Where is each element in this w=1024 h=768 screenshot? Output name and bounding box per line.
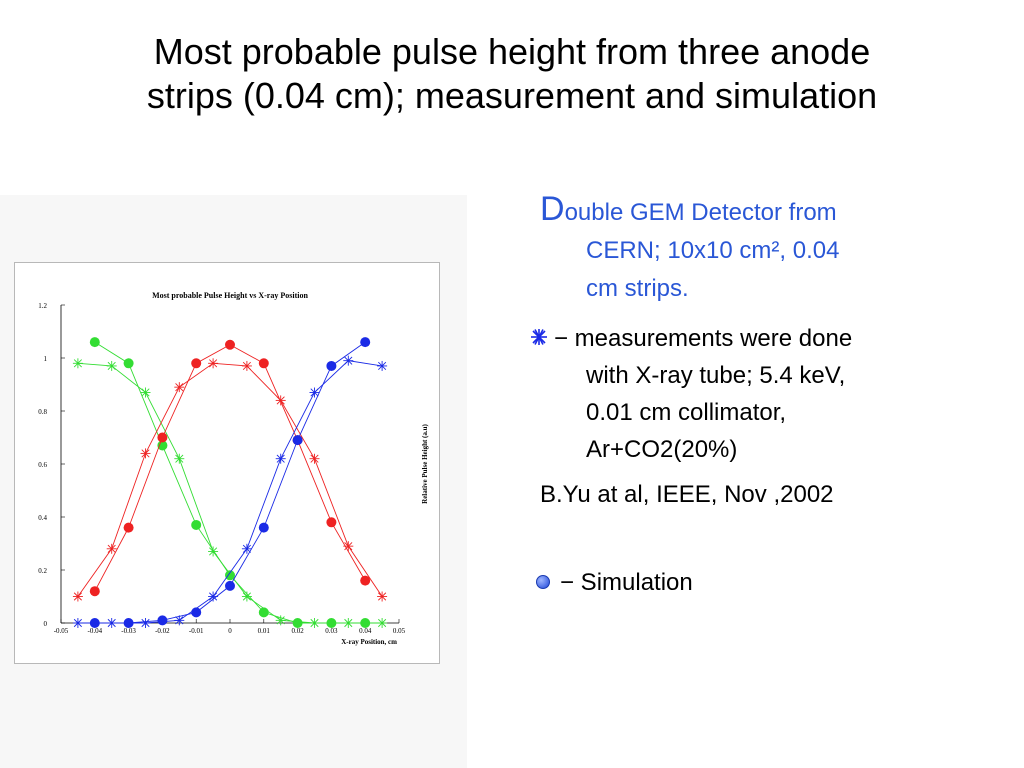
y-tick-label: 0.4 bbox=[38, 514, 47, 522]
reference-note: B.Yu at al, IEEE, Nov ,2002 bbox=[540, 481, 834, 508]
measurement-point bbox=[377, 591, 388, 602]
x-tick-label: 0 bbox=[228, 627, 232, 635]
simulation-point bbox=[360, 618, 371, 628]
simulation-point bbox=[258, 607, 269, 618]
simulation-point bbox=[225, 580, 235, 591]
simulation-point bbox=[89, 337, 100, 348]
simulation-point bbox=[360, 575, 371, 586]
detector-drop-cap: D bbox=[540, 190, 565, 228]
measurement-point bbox=[241, 543, 252, 554]
simulation-point bbox=[191, 519, 202, 530]
x-tick-label: -0.05 bbox=[54, 627, 69, 635]
measurement-point bbox=[309, 453, 320, 464]
simulation-point bbox=[225, 339, 235, 350]
simulation-point bbox=[258, 522, 269, 533]
simulation-point bbox=[225, 570, 235, 581]
simulation-label: − Simulation bbox=[560, 569, 693, 596]
simulation-note: − Simulation bbox=[530, 568, 693, 598]
simulation-point bbox=[157, 432, 168, 443]
measurement-point bbox=[241, 591, 252, 602]
simulation-point bbox=[89, 618, 100, 628]
series-group-0 bbox=[72, 337, 388, 628]
y-tick-label: 0.8 bbox=[38, 408, 47, 416]
measurement-line-3: 0.01 cm collimator, bbox=[586, 399, 787, 426]
slide-title: Most probable pulse height from three an… bbox=[40, 30, 984, 118]
detector-line-2: CERN; 10x10 cm², 0.04 bbox=[586, 237, 840, 264]
simulation-point bbox=[157, 615, 168, 626]
measurement-point bbox=[72, 618, 83, 628]
simulation-point bbox=[191, 607, 202, 618]
measurement-line-1: − measurements were done bbox=[554, 325, 853, 352]
measurement-point bbox=[241, 360, 252, 371]
simulation-point bbox=[292, 618, 303, 628]
y-tick-label: 1.2 bbox=[38, 302, 47, 310]
simulation-point bbox=[123, 358, 134, 369]
detector-note: Double GEM Detector from CERN; 10x10 cm²… bbox=[540, 190, 960, 308]
measurement-point bbox=[106, 543, 117, 554]
simulation-point bbox=[258, 358, 269, 369]
simulation-point bbox=[123, 618, 134, 628]
measurement-line-2: with X-ray tube; 5.4 keV, bbox=[586, 362, 846, 389]
measurement-point bbox=[174, 615, 185, 626]
measurement-point bbox=[377, 360, 388, 371]
measurement-point bbox=[174, 453, 185, 464]
simulation-point bbox=[123, 522, 134, 533]
measurement-point bbox=[140, 448, 151, 459]
y-tick-label: 0.6 bbox=[38, 461, 47, 469]
x-tick-label: -0.04 bbox=[88, 627, 103, 635]
simulation-point bbox=[89, 586, 100, 597]
measurement-point bbox=[174, 382, 185, 393]
chart-frame: Most probable Pulse Height vs X-ray Posi… bbox=[14, 262, 440, 664]
x-tick-label: -0.02 bbox=[155, 627, 170, 635]
measurement-point bbox=[106, 360, 117, 371]
simulation-point bbox=[292, 435, 303, 446]
star-bullet-icon bbox=[531, 328, 547, 345]
y-tick-label: 0.2 bbox=[38, 567, 47, 575]
measurement-point bbox=[140, 387, 151, 398]
detector-line-3: cm strips. bbox=[586, 275, 689, 302]
measurement-point bbox=[275, 615, 286, 626]
slide-title-line-2: strips (0.04 cm); measurement and simula… bbox=[146, 75, 878, 116]
measurement-point bbox=[72, 358, 83, 369]
measurement-point bbox=[377, 618, 388, 628]
measurement-point bbox=[72, 591, 83, 602]
measurement-point bbox=[309, 387, 320, 398]
measurement-point bbox=[275, 395, 286, 406]
measurement-line-4: Ar+CO2(20%) bbox=[586, 436, 738, 463]
y-tick-label: 1 bbox=[44, 355, 48, 363]
measurement-line bbox=[77, 362, 383, 597]
x-axis-label: X-ray Position, cm bbox=[341, 638, 397, 646]
circle-bullet-icon bbox=[536, 574, 550, 589]
measurement-note: − measurements were done with X-ray tube… bbox=[530, 320, 970, 468]
simulation-point bbox=[191, 358, 202, 369]
measurement-point bbox=[208, 358, 219, 369]
simulation-point bbox=[326, 517, 337, 528]
x-tick-label: 0.02 bbox=[291, 627, 304, 635]
pulse-height-chart: Most probable Pulse Height vs X-ray Posi… bbox=[38, 291, 429, 646]
simulation-point bbox=[360, 337, 371, 348]
x-tick-label: 0.04 bbox=[359, 627, 372, 635]
detector-line-1: ouble GEM Detector from bbox=[564, 199, 837, 226]
chart-title: Most probable Pulse Height vs X-ray Posi… bbox=[152, 291, 308, 300]
x-tick-label: 0.01 bbox=[258, 627, 271, 635]
x-tick-label: -0.03 bbox=[121, 627, 136, 635]
measurement-point bbox=[140, 618, 151, 628]
x-tick-label: -0.01 bbox=[189, 627, 204, 635]
x-tick-label: 0.03 bbox=[325, 627, 338, 635]
measurement-point bbox=[275, 453, 286, 464]
y-tick-label: 0 bbox=[44, 620, 48, 628]
series-group-1 bbox=[72, 339, 388, 602]
series-group-2 bbox=[72, 337, 388, 628]
slide-title-line-1: Most probable pulse height from three an… bbox=[153, 31, 871, 72]
y-axis-label: Relative Pulse Height (a.u) bbox=[421, 423, 429, 503]
simulation-point bbox=[326, 618, 337, 628]
x-tick-label: 0.05 bbox=[393, 627, 406, 635]
measurement-point bbox=[343, 355, 354, 366]
simulation-point bbox=[326, 360, 337, 371]
